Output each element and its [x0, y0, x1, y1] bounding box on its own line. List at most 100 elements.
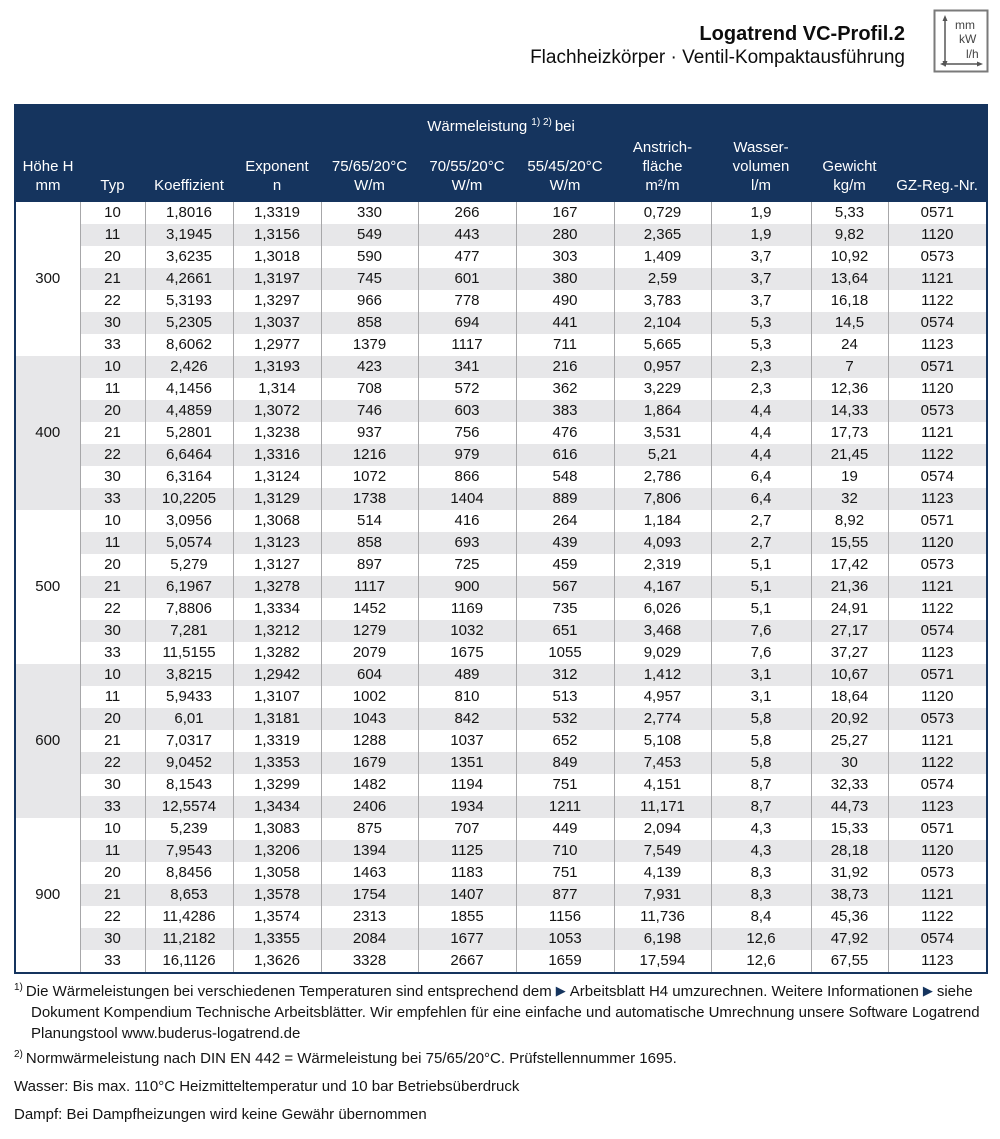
table-cell: 549	[320, 224, 418, 246]
table-cell: 10	[79, 818, 145, 840]
table-cell: 6,198	[613, 928, 711, 950]
table-cell: 1754	[320, 884, 418, 906]
table-row: 20 8,8456 1,3058 1463 1183 751 4,139 8,3 31,92 05…	[15, 862, 988, 884]
column-header-w55-45-20: 55/45/20°C W/m	[516, 138, 614, 202]
table-cell: 7,281	[144, 620, 233, 642]
table-row: 33 16,1126 1,3626 3328 2667 1659 17,594 12,6 67,…	[15, 950, 988, 973]
table-cell: 21,45	[810, 444, 888, 466]
table-cell: 30	[79, 774, 145, 796]
table-cell: 490	[515, 290, 614, 312]
table-cell: 1,3124	[232, 466, 321, 488]
table-cell: 11,5155	[144, 642, 233, 664]
table-cell: 897	[320, 554, 418, 576]
table-cell: 10	[79, 510, 145, 532]
table-cell: 1,3206	[232, 840, 321, 862]
footnote-2: 2) Normwärmeleistung nach DIN EN 442 = Wä…	[14, 1048, 986, 1069]
table-cell: 31,92	[810, 862, 888, 884]
table-cell: 21	[79, 422, 145, 444]
table-cell: 0571	[887, 202, 988, 224]
table-cell: 711	[515, 334, 614, 356]
column-header-w70-55-20: 70/55/20°C W/m	[418, 138, 516, 202]
table-cell: 6,6464	[144, 444, 233, 466]
table-cell: 4,151	[613, 774, 711, 796]
table-cell: 3,1	[710, 664, 811, 686]
table-cell: 3,783	[613, 290, 711, 312]
table-cell: 2406	[320, 796, 418, 818]
table-cell: 24	[810, 334, 888, 356]
table-cell: 10,67	[810, 664, 888, 686]
table-cell: 21	[79, 884, 145, 906]
table-cell: 1123	[887, 796, 988, 818]
table-cell: 0573	[887, 246, 988, 268]
table-cell: 3,229	[613, 378, 711, 400]
table-cell: 1394	[320, 840, 418, 862]
table-cell: 2,59	[613, 268, 711, 290]
height-group-cell: 900	[15, 818, 80, 973]
table-cell: 5,665	[613, 334, 711, 356]
table-cell: 735	[515, 598, 614, 620]
table-cell: 1,3127	[232, 554, 321, 576]
table-cell: 20	[79, 862, 145, 884]
table-cell: 5,9433	[144, 686, 233, 708]
table-cell: 443	[417, 224, 516, 246]
table-cell: 8,4	[710, 906, 811, 928]
table-row: 500 10 3,0956 1,3068 514 416 264 1,184 2,7 8,92 05…	[15, 510, 988, 664]
unit-label-mm: mm	[955, 18, 975, 32]
table-cell: 4,3	[710, 840, 811, 862]
table-cell: 1,3181	[232, 708, 321, 730]
table-cell: 694	[417, 312, 516, 334]
table-cell: 32	[810, 488, 888, 510]
table-cell: 693	[417, 532, 516, 554]
table-cell: 8,653	[144, 884, 233, 906]
table-cell: 10	[79, 202, 145, 224]
table-cell: 1125	[417, 840, 516, 862]
arrow-right-icon: ▶	[555, 983, 566, 998]
table-cell: 476	[515, 422, 614, 444]
table-row: 900 10 5,239 1,3083 875 707 449 2,094 4,3 15,33 05…	[15, 818, 988, 973]
table-cell: 1,3434	[232, 796, 321, 818]
unit-label-kw: kW	[959, 32, 977, 46]
table-cell: 5,279	[144, 554, 233, 576]
table-cell: 1,3316	[232, 444, 321, 466]
table-cell: 3,468	[613, 620, 711, 642]
table-cell: 416	[417, 510, 516, 532]
table-cell: 1120	[887, 840, 988, 862]
height-group-cell: 600	[15, 664, 80, 818]
table-cell: 1,409	[613, 246, 711, 268]
table-cell: 746	[320, 400, 418, 422]
table-cell: 8,1543	[144, 774, 233, 796]
table-cell: 4,139	[613, 862, 711, 884]
table-cell: 11	[79, 378, 145, 400]
table-cell: 2,3	[710, 356, 811, 378]
unit-label-lh: l/h	[966, 47, 979, 61]
table-cell: 12,36	[810, 378, 888, 400]
table-cell: 1122	[887, 752, 988, 774]
table-cell: 2,7	[710, 532, 811, 554]
table-cell: 1351	[417, 752, 516, 774]
table-cell: 1,8016	[144, 202, 233, 224]
table-cell: 4,4859	[144, 400, 233, 422]
table-cell: 877	[515, 884, 614, 906]
table-cell: 1211	[515, 796, 614, 818]
column-header-w75-65-20: 75/65/20°C W/m	[321, 138, 418, 202]
table-cell: 167	[515, 202, 614, 224]
table-cell: 725	[417, 554, 516, 576]
table-cell: 1117	[417, 334, 516, 356]
table-row: 30 11,2182 1,3355 2084 1677 1053 6,198 12,6 47,9…	[15, 928, 988, 950]
table-cell: 7,6	[710, 642, 811, 664]
table-cell: 4,167	[613, 576, 711, 598]
table-cell: 1934	[417, 796, 516, 818]
table-cell: 0573	[887, 554, 988, 576]
table-cell: 45,36	[810, 906, 888, 928]
table-cell: 2667	[417, 950, 516, 973]
table-cell: 1,3107	[232, 686, 321, 708]
table-cell: 7,453	[613, 752, 711, 774]
table-cell: 0573	[887, 400, 988, 422]
table-cell: 1120	[887, 224, 988, 246]
table-cell: 7	[810, 356, 888, 378]
table-cell: 28,18	[810, 840, 888, 862]
table-row: 33 8,6062 1,2977 1379 1117 711 5,665 5,3 24 1123	[15, 334, 988, 356]
table-cell: 1,3319	[232, 730, 321, 752]
table-cell: 2,094	[613, 818, 711, 840]
table-row: 33 12,5574 1,3434 2406 1934 1211 11,171 8,7 44,7…	[15, 796, 988, 818]
